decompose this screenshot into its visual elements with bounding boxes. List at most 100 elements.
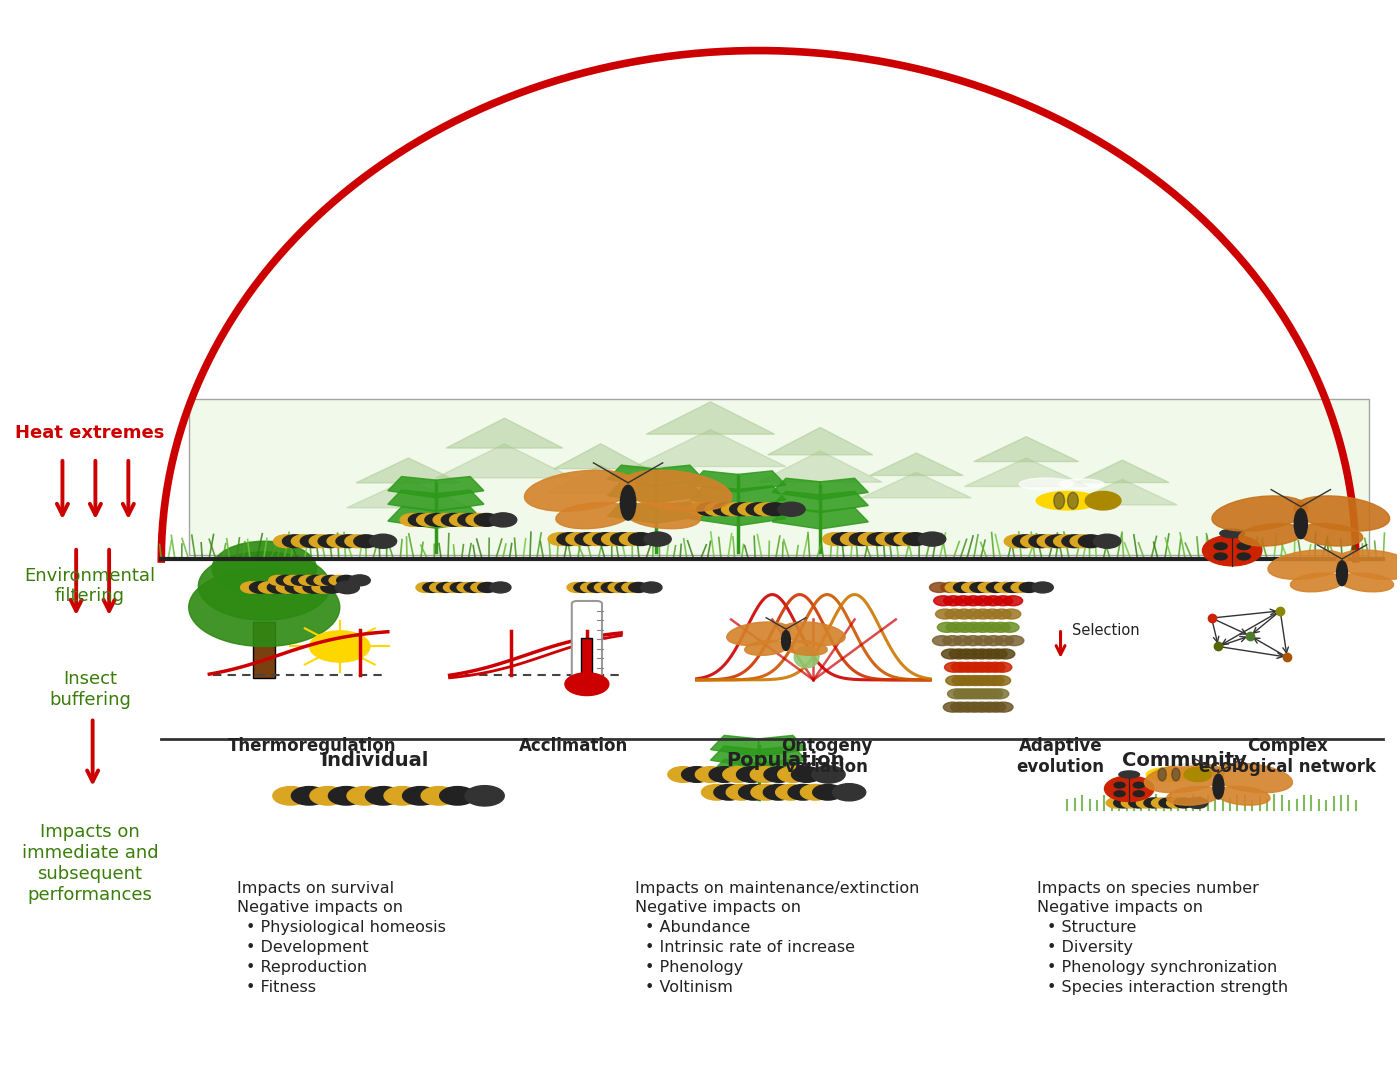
Circle shape (349, 575, 370, 586)
Circle shape (291, 575, 311, 586)
Circle shape (739, 784, 769, 800)
Text: • Diversity: • Diversity (1047, 939, 1133, 954)
Circle shape (329, 575, 349, 586)
Circle shape (701, 784, 732, 800)
Circle shape (1203, 536, 1261, 565)
Circle shape (868, 532, 892, 545)
Circle shape (945, 609, 965, 619)
Circle shape (963, 583, 983, 592)
Ellipse shape (784, 640, 827, 655)
Circle shape (984, 689, 1002, 698)
Circle shape (987, 583, 1005, 592)
Circle shape (283, 534, 307, 547)
Text: • Phenology synchronization: • Phenology synchronization (1047, 960, 1277, 975)
Polygon shape (388, 507, 435, 528)
Circle shape (629, 532, 654, 545)
Polygon shape (861, 472, 972, 498)
Ellipse shape (1147, 768, 1194, 782)
Ellipse shape (1337, 550, 1400, 579)
Circle shape (972, 662, 991, 673)
Circle shape (1029, 534, 1054, 547)
Circle shape (1004, 534, 1029, 547)
Circle shape (697, 502, 721, 515)
Circle shape (566, 673, 609, 695)
Circle shape (973, 622, 993, 632)
Ellipse shape (1295, 496, 1390, 531)
Circle shape (1046, 534, 1070, 547)
Polygon shape (773, 492, 820, 513)
Circle shape (832, 532, 857, 545)
Circle shape (952, 662, 970, 673)
Circle shape (1012, 534, 1037, 547)
Circle shape (764, 767, 794, 782)
Polygon shape (690, 504, 738, 526)
Text: Insect
buffering: Insect buffering (49, 669, 130, 709)
Circle shape (713, 502, 738, 515)
Circle shape (717, 29, 799, 72)
Circle shape (965, 703, 984, 712)
Circle shape (477, 583, 497, 592)
Polygon shape (759, 451, 882, 482)
Circle shape (344, 534, 370, 547)
Circle shape (629, 583, 648, 592)
Circle shape (738, 502, 763, 515)
Text: Impacts on maintenance/extinction: Impacts on maintenance/extinction (636, 880, 920, 895)
Circle shape (962, 583, 981, 592)
Circle shape (549, 532, 573, 545)
Circle shape (400, 513, 424, 526)
Circle shape (269, 575, 288, 586)
Circle shape (449, 513, 475, 526)
Circle shape (241, 582, 263, 593)
Circle shape (365, 786, 402, 805)
Circle shape (1134, 790, 1144, 797)
Polygon shape (710, 759, 759, 781)
Polygon shape (655, 465, 704, 486)
Text: Impacts on survival: Impacts on survival (237, 880, 393, 895)
Polygon shape (546, 465, 655, 494)
Circle shape (944, 703, 963, 712)
Circle shape (948, 689, 967, 698)
Circle shape (286, 582, 307, 593)
Circle shape (294, 582, 316, 593)
Circle shape (953, 689, 973, 698)
Circle shape (309, 534, 335, 547)
Circle shape (475, 513, 498, 526)
Ellipse shape (1158, 768, 1166, 781)
Polygon shape (608, 482, 655, 502)
Circle shape (1187, 798, 1208, 809)
Circle shape (994, 703, 1014, 712)
Ellipse shape (1068, 493, 1078, 509)
Polygon shape (820, 492, 868, 513)
Circle shape (977, 689, 997, 698)
Text: Ontogeny
variation: Ontogeny variation (781, 737, 872, 775)
Circle shape (328, 534, 351, 547)
Text: Heat extremes: Heat extremes (15, 424, 165, 442)
Circle shape (973, 595, 993, 606)
Circle shape (417, 513, 441, 526)
Circle shape (970, 583, 990, 592)
Text: Adaptive
evolution: Adaptive evolution (1016, 737, 1105, 775)
Ellipse shape (1217, 786, 1270, 805)
Circle shape (1184, 768, 1211, 782)
Polygon shape (435, 491, 484, 511)
Circle shape (935, 609, 955, 619)
Circle shape (336, 575, 356, 586)
Text: • Intrinsic rate of increase: • Intrinsic rate of increase (644, 939, 854, 954)
Text: • Species interaction strength: • Species interaction strength (1047, 980, 1288, 995)
Circle shape (307, 575, 326, 586)
Ellipse shape (1134, 757, 1175, 767)
Circle shape (763, 502, 787, 515)
Ellipse shape (727, 622, 790, 646)
Circle shape (318, 534, 343, 547)
Circle shape (903, 532, 928, 545)
Circle shape (1000, 622, 1019, 632)
Circle shape (211, 541, 316, 595)
Circle shape (963, 609, 983, 619)
Circle shape (1004, 595, 1022, 606)
Circle shape (608, 583, 627, 592)
Circle shape (291, 786, 328, 805)
Text: Complex
ecological network: Complex ecological network (1198, 737, 1376, 775)
Circle shape (1070, 534, 1095, 547)
Circle shape (714, 784, 743, 800)
Circle shape (963, 595, 983, 606)
